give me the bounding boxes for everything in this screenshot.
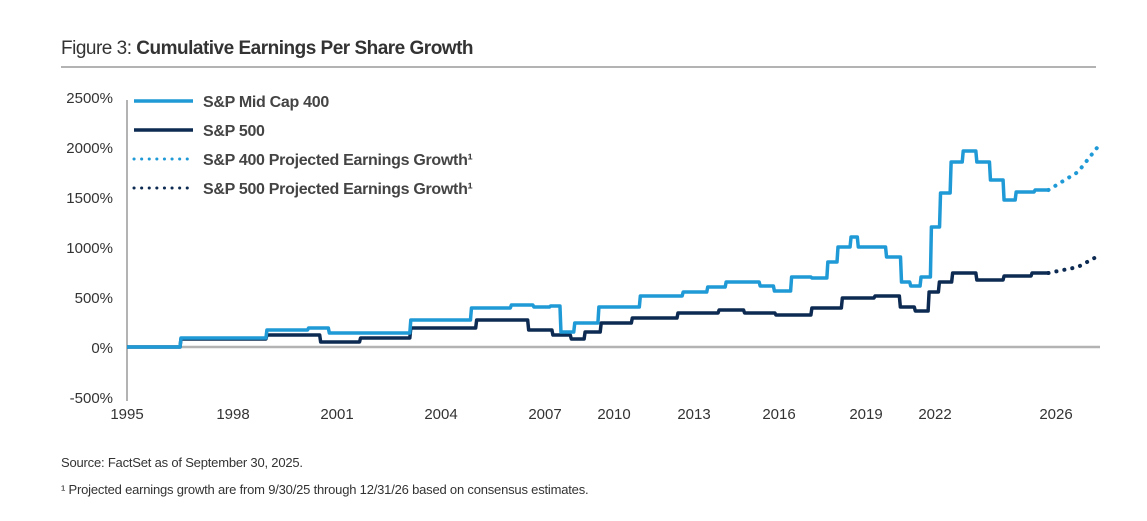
footnote: ¹ Projected earnings growth are from 9/3…	[61, 482, 589, 497]
legend-label: S&P 400 Projected Earnings Growth¹	[203, 152, 473, 169]
y-tick-label: 500%	[75, 290, 113, 307]
x-tick-label: 2019	[849, 406, 882, 423]
series-line-2	[1046, 142, 1102, 192]
x-tick-label: 2001	[320, 406, 353, 423]
chart-title: Figure 3: Cumulative Earnings Per Share …	[61, 38, 474, 60]
x-tick-label: 2016	[762, 406, 795, 423]
y-tick-label: 0%	[91, 340, 113, 357]
y-tick-label: -500%	[70, 390, 113, 407]
x-tick-label: 2004	[424, 406, 457, 423]
series-line-3	[1046, 253, 1102, 275]
y-tick-label: 1500%	[66, 190, 113, 207]
x-tick-label: 2026	[1039, 406, 1072, 423]
x-tick-label: 2022	[918, 406, 951, 423]
figure-title: Cumulative Earnings Per Share Growth	[136, 38, 474, 59]
legend-label: S&P Mid Cap 400	[203, 94, 329, 111]
x-tick-label: 2007	[528, 406, 561, 423]
y-tick-label: 2000%	[66, 140, 113, 157]
title-divider	[61, 66, 1096, 68]
legend-label: S&P 500 Projected Earnings Growth¹	[203, 181, 473, 198]
y-tick-label: 1000%	[66, 240, 113, 257]
x-tick-label: 2013	[677, 406, 710, 423]
y-tick-label: 2500%	[66, 90, 113, 107]
source-note: Source: FactSet as of September 30, 2025…	[61, 455, 303, 470]
x-tick-label: 1998	[216, 406, 249, 423]
x-tick-label: 1995	[110, 406, 143, 423]
legend-label: S&P 500	[203, 123, 265, 140]
figure-label: Figure 3:	[61, 38, 132, 59]
series-line-0	[127, 149, 1049, 349]
x-tick-label: 2010	[597, 406, 630, 423]
